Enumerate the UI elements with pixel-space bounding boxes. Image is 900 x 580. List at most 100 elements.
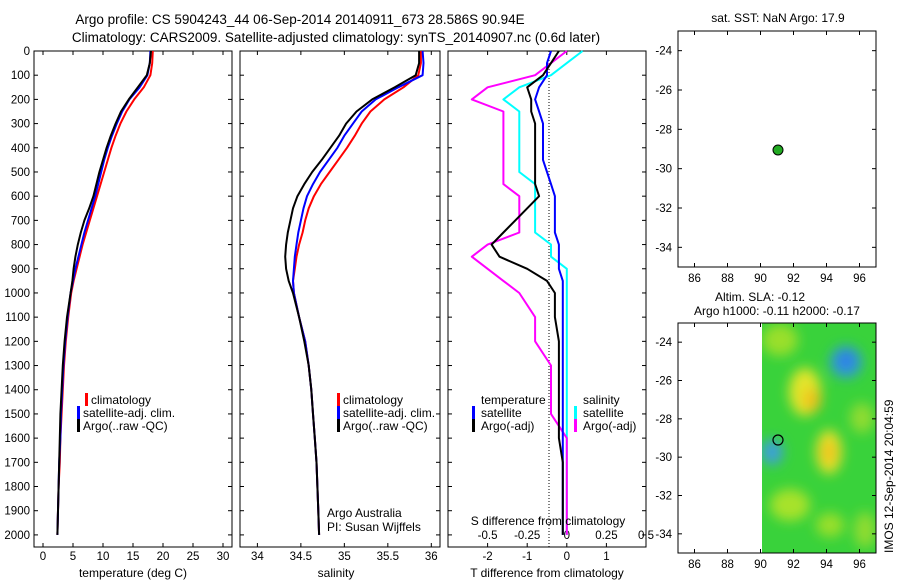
ytick-label: 1600 (4, 433, 30, 445)
sla-map-axes (677, 322, 877, 554)
xtick-label: 0 (40, 551, 46, 563)
map-ytick-label: -30 (655, 452, 672, 464)
ytick-label: 700 (11, 215, 30, 227)
map-ytick-label: -28 (655, 124, 672, 136)
ytick-label: 1800 (4, 482, 30, 494)
map-ytick-label: -26 (655, 85, 672, 97)
map-xtick-label: 90 (754, 273, 767, 285)
xtick2-label: 0.5 (638, 530, 654, 542)
difference-legend: temperature satellite Argo(-adj) salinit… (472, 393, 636, 433)
xtick-label: 1 (603, 551, 609, 563)
map-xtick-label: 96 (853, 559, 866, 571)
legend-swatch-s-argo (574, 419, 577, 432)
ytick-label: 400 (11, 143, 30, 155)
map-ytick-label: -34 (655, 529, 672, 541)
legend-title-temperature: temperature (481, 393, 546, 407)
temperature-axes (33, 50, 233, 548)
ytick-label: 200 (11, 94, 30, 106)
legend-swatch-argo (337, 419, 340, 432)
xtick2-label: -0.5 (478, 530, 498, 542)
ytick-label: 2000 (4, 530, 30, 542)
float-position-marker (772, 144, 784, 156)
map-xtick-label: 92 (787, 273, 800, 285)
salinity-axes (239, 50, 441, 548)
ytick-label: 1700 (4, 457, 30, 469)
sla-map-title-line2: Argo h1000: -0.11 h2000: -0.17 (694, 304, 860, 318)
salinity-climatology-line (292, 51, 422, 535)
legend-label-climatology: climatology (343, 393, 403, 407)
legend-label-climatology: climatology (91, 393, 151, 407)
xtick-label: -1 (522, 551, 532, 563)
map-ytick-label: -30 (655, 164, 672, 176)
map-xtick-label: 86 (688, 559, 701, 571)
legend-swatch-t-argo (472, 419, 475, 432)
temperature-argo-line (56, 50, 152, 535)
legend-label-t-argo: Argo(-adj) (481, 419, 534, 433)
ytick-label: 1000 (4, 288, 30, 300)
legend-label-argo: Argo(..raw -QC) (343, 419, 428, 433)
temperature-xlabel: temperature (deg C) (79, 566, 187, 580)
temperature-diff-argo-line (490, 50, 564, 535)
difference-xlabel-temperature: T difference from climatology (470, 566, 624, 580)
ytick-label: 900 (11, 264, 30, 276)
legend-swatch-s-satellite (574, 406, 577, 419)
ytick-label: 1400 (4, 385, 30, 397)
map-xtick-label: 96 (853, 273, 866, 285)
xtick-label: 34 (251, 551, 264, 563)
legend-swatch-climatology (85, 393, 88, 406)
xtick-label: 15 (127, 551, 140, 563)
sla-field-image (762, 323, 876, 553)
legend-label-s-satellite: satellite (583, 406, 624, 420)
sla-map-title-line1: Altim. SLA: -0.12 (715, 290, 805, 304)
map-ytick-label: -24 (655, 337, 672, 349)
legend-swatch-climatology (337, 393, 340, 406)
principal-investigator-label: PI: Susan Wijffels (327, 520, 421, 534)
map-ytick-label: -28 (655, 414, 672, 426)
map-xtick-label: 90 (754, 559, 767, 571)
salinity-satellite-line (292, 50, 425, 535)
difference-panel: -2 -1 0 1 -0.5 -0.25 0 0.25 0.5 T difference fr… (447, 50, 654, 580)
salinity-xlabel: salinity (318, 566, 355, 580)
salinity-diff-satellite-line (502, 50, 584, 535)
ytick-label: 600 (11, 191, 30, 203)
salinity-panel: 34 34.5 35 35.5 36 salinity climatology sate… (239, 50, 441, 580)
difference-axes (447, 50, 647, 548)
ytick-label: 1900 (4, 506, 30, 518)
xtick-label: 20 (157, 551, 170, 563)
ytick-label: 0 (24, 46, 30, 58)
temperature-climatology-line (56, 50, 154, 535)
xtick-label: 0 (564, 551, 570, 563)
legend-label-satellite: satellite-adj. clim. (83, 406, 175, 420)
legend-label-argo: Argo(..raw -QC) (83, 419, 168, 433)
sst-map-panel: sat. SST: NaN Argo: 17.9 86 88 90 92 94 96 -24… (655, 11, 877, 285)
sst-map-title: sat. SST: NaN Argo: 17.9 (711, 11, 845, 25)
xtick-label: 36 (425, 551, 438, 563)
ytick-label: 500 (11, 167, 30, 179)
xtick-label: 25 (187, 551, 200, 563)
figure-title-line1: Argo profile: CS 5904243_44 06-Sep-2014 … (75, 12, 524, 27)
argo-australia-label: Argo Australia (327, 506, 402, 520)
figure-title-line2: Climatology: CARS2009. Satellite-adjuste… (72, 30, 600, 45)
map-xtick-label: 94 (820, 559, 833, 571)
ytick-label: 800 (11, 240, 30, 252)
legend-label-s-argo: Argo(-adj) (583, 419, 636, 433)
xtick2-label: 0 (564, 530, 570, 542)
salinity-argo-line (284, 51, 421, 535)
legend-swatch-satellite (77, 406, 80, 419)
xtick2-label: -0.25 (514, 530, 540, 542)
legend-label-t-satellite: satellite (481, 406, 522, 420)
sla-map-panel: Altim. SLA: -0.12 Argo h1000: -0.11 h200… (655, 290, 877, 571)
xtick-label: 10 (97, 551, 110, 563)
legend-swatch-satellite (337, 406, 340, 419)
map-xtick-label: 92 (787, 559, 800, 571)
xtick-label: 35 (338, 551, 351, 563)
ytick-label: 100 (11, 70, 30, 82)
temperature-legend: climatology satellite-adj. clim. Argo(..… (77, 393, 175, 433)
map-xtick-label: 88 (721, 559, 734, 571)
legend-swatch-t-satellite (472, 406, 475, 419)
salinity-legend: climatology satellite-adj. clim. Argo(..… (337, 393, 435, 433)
salinity-diff-argo-line (470, 50, 568, 535)
sst-map-axes (677, 30, 877, 268)
xtick-label: 35.5 (377, 551, 399, 563)
